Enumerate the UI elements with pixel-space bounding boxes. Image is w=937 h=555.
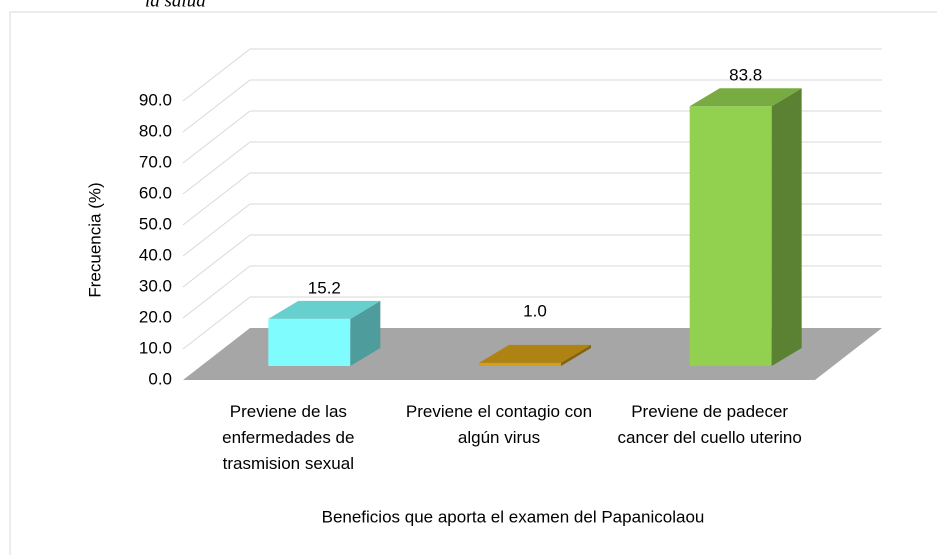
bar-front xyxy=(268,318,351,366)
bar xyxy=(268,300,381,366)
y-tick-label: 90.0 xyxy=(139,90,172,109)
bar xyxy=(689,88,802,366)
y-tick-label: 20.0 xyxy=(139,307,172,326)
y-tick-label: 10.0 xyxy=(139,338,172,357)
y-tick-label: 80.0 xyxy=(139,121,172,140)
grid-line xyxy=(182,203,251,257)
bar-side xyxy=(561,344,591,366)
caption: la salud xyxy=(145,0,206,11)
bar-side xyxy=(771,88,802,366)
bar xyxy=(479,344,591,366)
y-tick-label: 60.0 xyxy=(139,183,172,202)
y-tick-label: 30.0 xyxy=(139,276,172,295)
y-tick-label: 40.0 xyxy=(139,245,172,264)
grid-line xyxy=(182,110,251,164)
x-tick-label: Previene de las enfermedades de trasmisi… xyxy=(222,402,355,473)
grid-line xyxy=(182,296,251,350)
grid-line xyxy=(182,79,251,133)
grid-line xyxy=(182,234,251,288)
grid-line xyxy=(182,172,251,226)
bar-side xyxy=(350,300,381,366)
data-label: 83.8 xyxy=(729,66,762,85)
data-label: 15.2 xyxy=(308,278,341,297)
bar-top xyxy=(689,88,802,107)
grid-line xyxy=(182,48,251,102)
x-tick-label: Previene el contagio con algún virus xyxy=(405,402,593,447)
x-axis-title: Beneficios que aporta el examen del Papa… xyxy=(322,507,705,526)
grid-line xyxy=(182,265,251,319)
bar-front xyxy=(479,362,561,366)
bar-front xyxy=(689,106,772,366)
grid-line xyxy=(182,141,251,195)
y-tick-label: 70.0 xyxy=(139,152,172,171)
data-label: 1.0 xyxy=(523,301,547,320)
y-tick-label: 0.0 xyxy=(148,369,172,388)
bar-top xyxy=(268,300,381,319)
y-axis-title: Frecuencia (%) xyxy=(85,182,104,297)
y-tick-label: 50.0 xyxy=(139,214,172,233)
bar-top xyxy=(479,344,591,363)
x-tick-label: Previene de padecer cancer del cuello ut… xyxy=(617,402,802,447)
